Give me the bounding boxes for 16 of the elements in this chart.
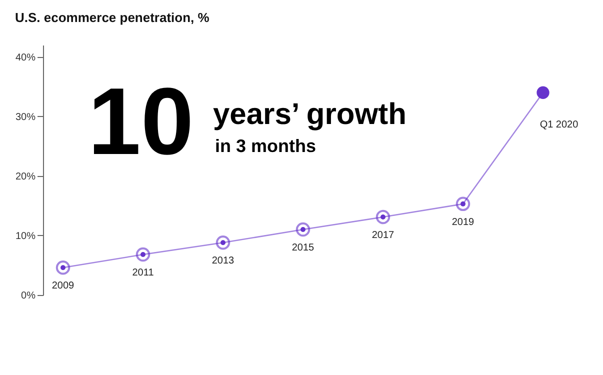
y-tick-label: 40% — [15, 52, 36, 64]
y-tick-label: 0% — [21, 290, 36, 302]
y-tick-label: 10% — [15, 230, 36, 242]
x-tick-label: 2019 — [452, 216, 475, 228]
annotation: 10 — [88, 69, 194, 175]
x-tick-label: 2015 — [292, 242, 315, 254]
x-tick-label: Q1 2020 — [540, 120, 579, 131]
x-tick-label: 2017 — [372, 230, 395, 242]
annotation: in 3 months — [215, 136, 316, 156]
x-tick-label: 2013 — [212, 256, 235, 267]
x-tick-label: 2009 — [52, 280, 75, 292]
annotation: years’ growth — [213, 98, 406, 131]
chart-title: U.S. ecommerce penetration, % — [14, 10, 210, 25]
y-tick-label: 20% — [15, 171, 36, 182]
y-tick-label: 30% — [15, 112, 36, 123]
x-tick-label: 2011 — [132, 268, 154, 279]
